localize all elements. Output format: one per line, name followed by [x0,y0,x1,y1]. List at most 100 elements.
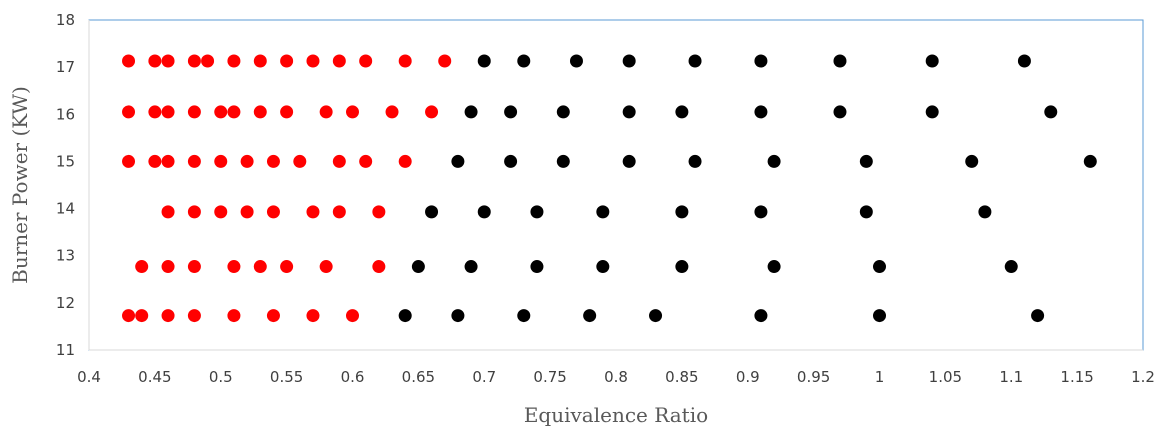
black-data-point [649,309,663,323]
x-tick-label: 0.65 [402,368,435,386]
red-data-point [227,260,241,274]
red-data-point [148,154,162,168]
black-data-point [925,105,939,119]
y-tick-label: 15 [56,152,75,170]
red-data-point [280,54,294,68]
black-data-point [596,205,610,219]
data-points [122,54,1097,323]
black-data-point [583,309,597,323]
black-data-point [622,54,636,68]
black-data-point [504,105,518,119]
red-data-point [306,205,320,219]
red-data-point [398,54,412,68]
black-data-point [451,309,465,323]
red-data-point [187,105,201,119]
black-data-point [754,105,768,119]
red-data-point [187,154,201,168]
black-data-point [622,105,636,119]
black-data-point [754,205,768,219]
black-data-point [1044,105,1058,119]
red-data-point [438,54,452,68]
red-data-point [253,105,267,119]
red-data-point [240,205,254,219]
black-data-point [873,260,886,274]
x-tick-label: 0.85 [665,368,698,386]
black-data-point [530,260,544,274]
x-tick-label: 1.05 [929,368,962,386]
black-data-point [965,154,979,168]
black-data-point [569,54,583,68]
red-data-point [161,205,175,219]
black-data-point [859,154,873,168]
x-axis-label: Equivalence Ratio [524,403,708,427]
red-data-point [135,260,149,274]
red-data-point [425,105,439,119]
red-data-point [214,154,228,168]
black-data-point [622,154,636,168]
x-tick-label: 0.75 [533,368,566,386]
black-data-point [451,154,465,168]
red-data-point [161,309,175,323]
x-tick-label: 0.9 [736,368,760,386]
red-data-point [346,105,359,119]
red-data-point [266,309,280,323]
y-tick-label: 14 [56,200,75,218]
red-data-point [266,154,280,168]
y-tick-label: 17 [56,58,75,76]
black-data-point [754,309,768,323]
red-data-point [372,260,386,274]
black-data-point [530,205,544,219]
x-tick-label: 0.5 [209,368,233,386]
x-tick-label: 0.8 [604,368,628,386]
black-data-point [464,260,478,274]
black-data-point [517,54,531,68]
red-data-point [161,54,175,68]
red-data-point [359,154,373,168]
x-tick-label: 0.7 [472,368,496,386]
red-data-point [227,309,241,323]
red-data-point [319,260,333,274]
black-data-point [767,154,781,168]
black-data-point [556,154,570,168]
x-tick-label: 1.2 [1131,368,1155,386]
red-data-point [253,54,267,68]
red-data-point [293,154,307,168]
black-data-point [556,105,570,119]
black-data-point [675,205,689,219]
black-data-point [925,54,939,68]
x-tick-label: 0.6 [341,368,365,386]
y-tick-label: 12 [56,294,75,312]
x-tick-label: 0.55 [270,368,303,386]
red-data-point [122,309,136,323]
red-data-point [161,105,175,119]
red-data-point [161,260,175,274]
red-data-point [359,54,373,68]
black-data-point [833,54,847,68]
red-data-point [240,154,254,168]
red-data-point [253,260,267,274]
black-data-point [1004,260,1018,274]
red-data-point [385,105,399,119]
black-data-point [978,205,992,219]
x-tick-label: 0.95 [797,368,830,386]
red-data-point [227,105,241,119]
y-tick-label: 18 [56,11,75,29]
black-data-point [873,309,886,323]
red-data-point [201,54,215,68]
red-data-point [135,309,149,323]
plot-area [88,19,1144,351]
black-data-point [833,105,847,119]
black-data-point [398,309,412,323]
black-data-point [1017,54,1031,68]
red-data-point [161,154,175,168]
x-tick-label: 1.1 [999,368,1023,386]
red-data-point [227,54,241,68]
red-data-point [306,309,320,323]
y-tick-labels: 11 12 13 14 15 16 17 18 [56,11,75,359]
red-data-point [346,309,359,323]
x-tick-label: 0.45 [138,368,171,386]
red-data-point [187,205,201,219]
x-tick-label: 1.15 [1060,368,1093,386]
y-tick-label: 11 [56,341,75,359]
